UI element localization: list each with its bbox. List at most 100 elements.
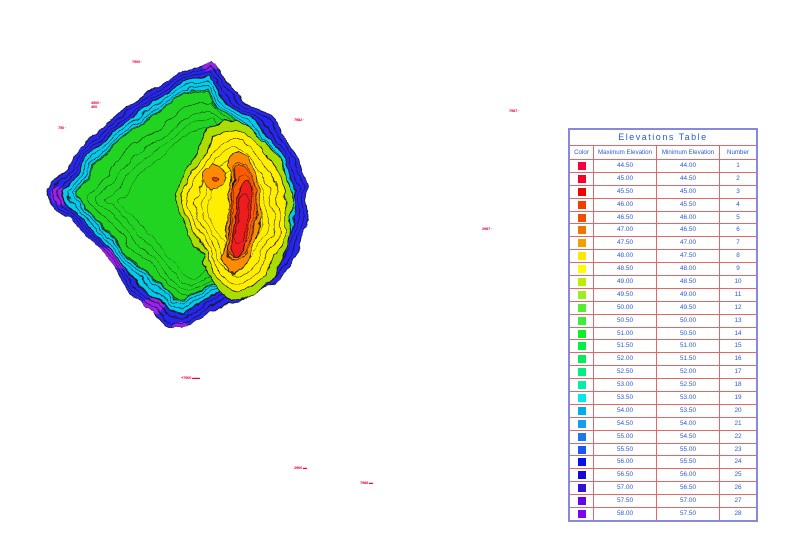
table-row: 45.50 45.00 3	[570, 185, 756, 199]
min-elevation-cell: 57.00	[657, 495, 720, 508]
max-elevation-cell: 52.00	[594, 353, 657, 366]
number-cell: 24	[734, 458, 742, 466]
min-elevation-cell: 44.50	[657, 172, 720, 185]
min-elevation-cell: 46.50	[657, 224, 720, 237]
min-elevation-cell: 49.00	[657, 288, 720, 301]
spot-elevation-label: 2987 ·	[482, 226, 493, 231]
color-swatch	[577, 226, 586, 235]
color-swatch	[577, 239, 586, 248]
color-swatch-cell	[570, 237, 594, 250]
min-elevation-cell: 54.00	[657, 417, 720, 430]
max-elevation-cell: 53.00	[594, 379, 657, 392]
min-elevation-cell: 52.00	[657, 366, 720, 379]
table-row: 53.00 52.50 18	[570, 379, 756, 393]
number-cell: 19	[734, 394, 742, 402]
max-elevation-cell: 49.00	[594, 276, 657, 288]
number-cell: 17	[734, 368, 742, 376]
min-elevation-cell: 50.00	[657, 314, 720, 327]
table-row: 47.50 47.00 7	[570, 237, 756, 251]
color-swatch	[577, 445, 586, 454]
number-cell: 14	[734, 329, 742, 337]
number-cell: 1	[736, 162, 740, 169]
max-elevation-cell: 54.50	[594, 417, 657, 430]
number-cell: 16	[734, 355, 742, 363]
spot-elevation-label: 7900 ·	[132, 59, 143, 64]
max-elevation-cell: 56.50	[594, 469, 657, 482]
table-row: 55.50 55.00 23	[570, 443, 756, 457]
spot-elevation-label: 7987 ·	[509, 108, 520, 113]
number-cell: 3	[736, 187, 740, 195]
color-swatch-cell	[570, 250, 594, 263]
max-elevation-cell: 58.00	[594, 508, 657, 520]
number-cell: 27	[734, 497, 742, 505]
spot-elevation-label: 750 ·	[58, 125, 67, 130]
max-elevation-cell: 52.50	[594, 366, 657, 379]
color-swatch-cell	[570, 211, 594, 224]
table-header-row: Color Maximum Elevation Minimum Elevatio…	[570, 146, 756, 160]
table-row: 58.00 57.50 28	[570, 508, 756, 520]
color-swatch-cell	[570, 443, 594, 456]
spot-elevation-label: 2900 ▬	[294, 465, 307, 470]
max-elevation-cell: 44.50	[594, 160, 657, 172]
number-cell: 4	[736, 200, 740, 208]
table-body: 44.50 44.00 1 45.00 44.50 2 45.50 45.00 …	[570, 160, 756, 520]
table-row: 56.50 56.00 25	[570, 469, 756, 483]
number-cell: 21	[734, 419, 742, 427]
table-row: 50.50 50.00 13	[570, 314, 756, 328]
color-swatch-cell	[570, 430, 594, 443]
color-swatch	[577, 419, 586, 428]
elevations-table-title: Elevations Table	[570, 130, 756, 146]
table-row: 44.50 44.00 1	[570, 160, 756, 173]
number-cell: 7	[736, 239, 740, 247]
color-swatch-cell	[570, 482, 594, 495]
color-swatch	[577, 497, 586, 506]
color-swatch-cell	[570, 301, 594, 314]
column-header-color: Color	[570, 146, 594, 159]
max-elevation-cell: 54.00	[594, 404, 657, 417]
min-elevation-cell: 54.50	[657, 430, 720, 443]
min-elevation-cell: 53.50	[657, 404, 720, 417]
spot-elevation-label: +7900 ▬▬	[181, 375, 200, 380]
spot-elevation-label: 7982 ·	[294, 117, 305, 122]
color-swatch-cell	[570, 508, 594, 520]
min-elevation-cell: 50.50	[657, 327, 720, 340]
min-elevation-cell: 56.50	[657, 482, 720, 495]
max-elevation-cell: 45.00	[594, 172, 657, 185]
color-swatch	[577, 329, 586, 338]
table-row: 54.00 53.50 20	[570, 404, 756, 418]
number-cell: 11	[734, 290, 742, 298]
min-elevation-cell: 55.00	[657, 443, 720, 456]
color-swatch-cell	[570, 392, 594, 404]
color-swatch	[577, 509, 586, 518]
number-cell: 20	[734, 406, 742, 414]
color-swatch	[577, 213, 586, 222]
color-swatch-cell	[570, 327, 594, 340]
table-row: 53.50 53.00 19	[570, 392, 756, 405]
number-cell: 26	[734, 484, 742, 492]
number-cell: 8	[736, 252, 740, 260]
color-swatch	[577, 187, 586, 196]
table-row: 52.00 51.50 16	[570, 353, 756, 367]
elevations-table: Elevations Table Color Maximum Elevation…	[568, 128, 758, 522]
table-row: 51.50 51.00 15	[570, 340, 756, 354]
min-elevation-cell: 44.00	[657, 160, 720, 172]
color-swatch	[577, 290, 586, 299]
number-cell: 23	[734, 445, 742, 453]
color-swatch-cell	[570, 172, 594, 185]
min-elevation-cell: 56.00	[657, 469, 720, 482]
min-elevation-cell: 55.50	[657, 456, 720, 469]
contour-map	[43, 60, 311, 330]
spot-elevation-label: 7988 ▬	[360, 480, 373, 485]
min-elevation-cell: 51.00	[657, 340, 720, 353]
table-row: 50.00 49.50 12	[570, 301, 756, 315]
max-elevation-cell: 51.50	[594, 340, 657, 353]
color-swatch	[577, 471, 586, 480]
max-elevation-cell: 55.50	[594, 443, 657, 456]
min-elevation-cell: 51.50	[657, 353, 720, 366]
number-cell: 22	[734, 432, 742, 440]
table-row: 45.00 44.50 2	[570, 172, 756, 186]
color-swatch	[577, 342, 586, 351]
max-elevation-cell: 51.00	[594, 327, 657, 340]
table-row: 49.50 49.00 11	[570, 288, 756, 302]
